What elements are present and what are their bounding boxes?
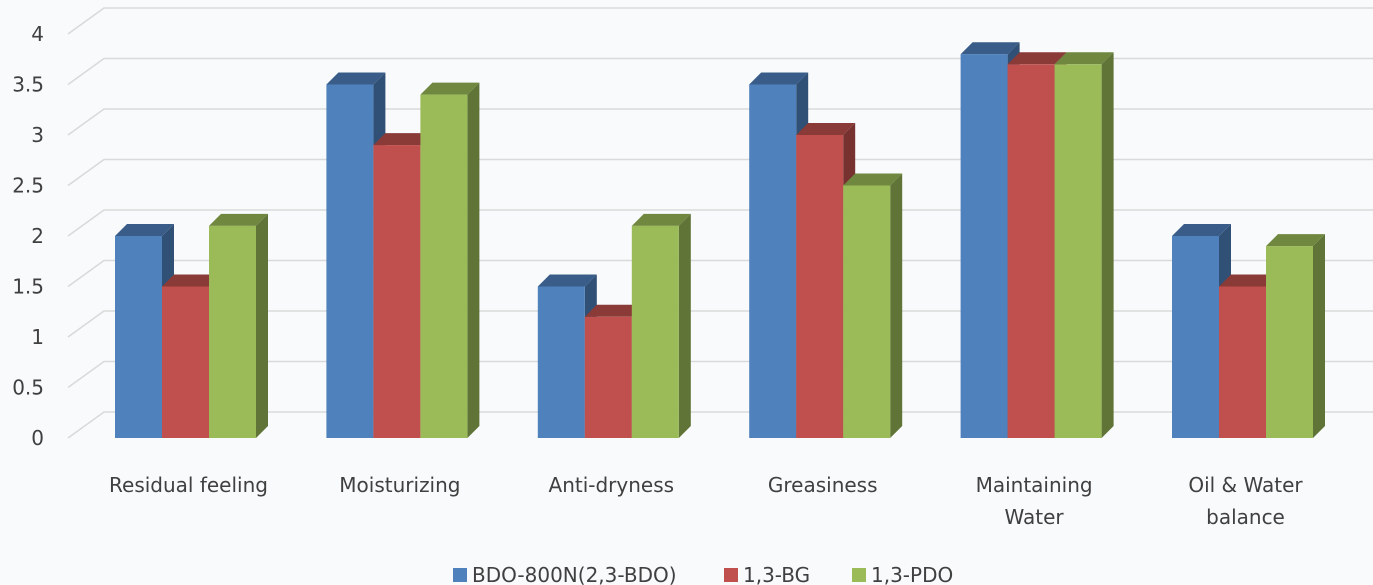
category-labels: Residual feeling Moisturizing Anti-dryness… (109, 473, 1303, 529)
bar (1266, 234, 1325, 438)
y-axis-ticks: 0 0.5 1 1.5 2 2.5 3 3.5 4 (12, 22, 44, 450)
gridline (67, 259, 1373, 288)
category-label: Greasiness (768, 473, 878, 497)
bars (115, 42, 1325, 439)
legend-label: 1,3-PDO (871, 563, 953, 585)
y-tick-label: 4 (31, 22, 44, 46)
category-label: Oil & Water balance (1188, 473, 1303, 529)
category-label: Moisturizing (339, 473, 460, 497)
legend-item: 1,3-PDO (852, 563, 953, 585)
legend-swatch (724, 568, 738, 582)
y-tick-label: 1.5 (12, 275, 44, 299)
legend-item: 1,3-BG (724, 563, 810, 585)
category-label: Maintaining Water (976, 473, 1093, 529)
bar (1054, 52, 1114, 439)
legend-swatch (852, 568, 866, 582)
legend-swatch (453, 568, 467, 582)
gridline (67, 57, 1373, 86)
bar (960, 42, 1020, 438)
gridline (67, 108, 1373, 136)
bar (843, 173, 903, 438)
gridline (67, 158, 1373, 187)
legend: BDO-800N(2,3-BDO) 1,3-BG 1,3-PDO (453, 563, 953, 585)
category-label: Residual feeling (109, 473, 268, 497)
gridline (67, 360, 1373, 389)
category-label: Anti-dryness (549, 473, 675, 497)
legend-item: BDO-800N(2,3-BDO) (453, 563, 677, 585)
y-tick-label: 3 (31, 123, 44, 147)
bar (420, 82, 480, 438)
y-tick-label: 0 (31, 426, 44, 450)
y-tick-label: 2.5 (12, 174, 44, 198)
gridline (67, 411, 1373, 439)
y-tick-label: 1 (31, 325, 44, 349)
gridline (67, 7, 1373, 35)
gridline (67, 310, 1373, 338)
bar (631, 213, 691, 438)
gridline (67, 209, 1373, 237)
y-tick-label: 3.5 (12, 73, 44, 97)
legend-label: BDO-800N(2,3-BDO) (472, 563, 677, 585)
bar (209, 213, 268, 438)
y-tick-label: 2 (31, 224, 44, 248)
y-tick-label: 0.5 (12, 376, 44, 400)
legend-label: 1,3-BG (743, 563, 810, 585)
gridlines (67, 7, 1373, 439)
